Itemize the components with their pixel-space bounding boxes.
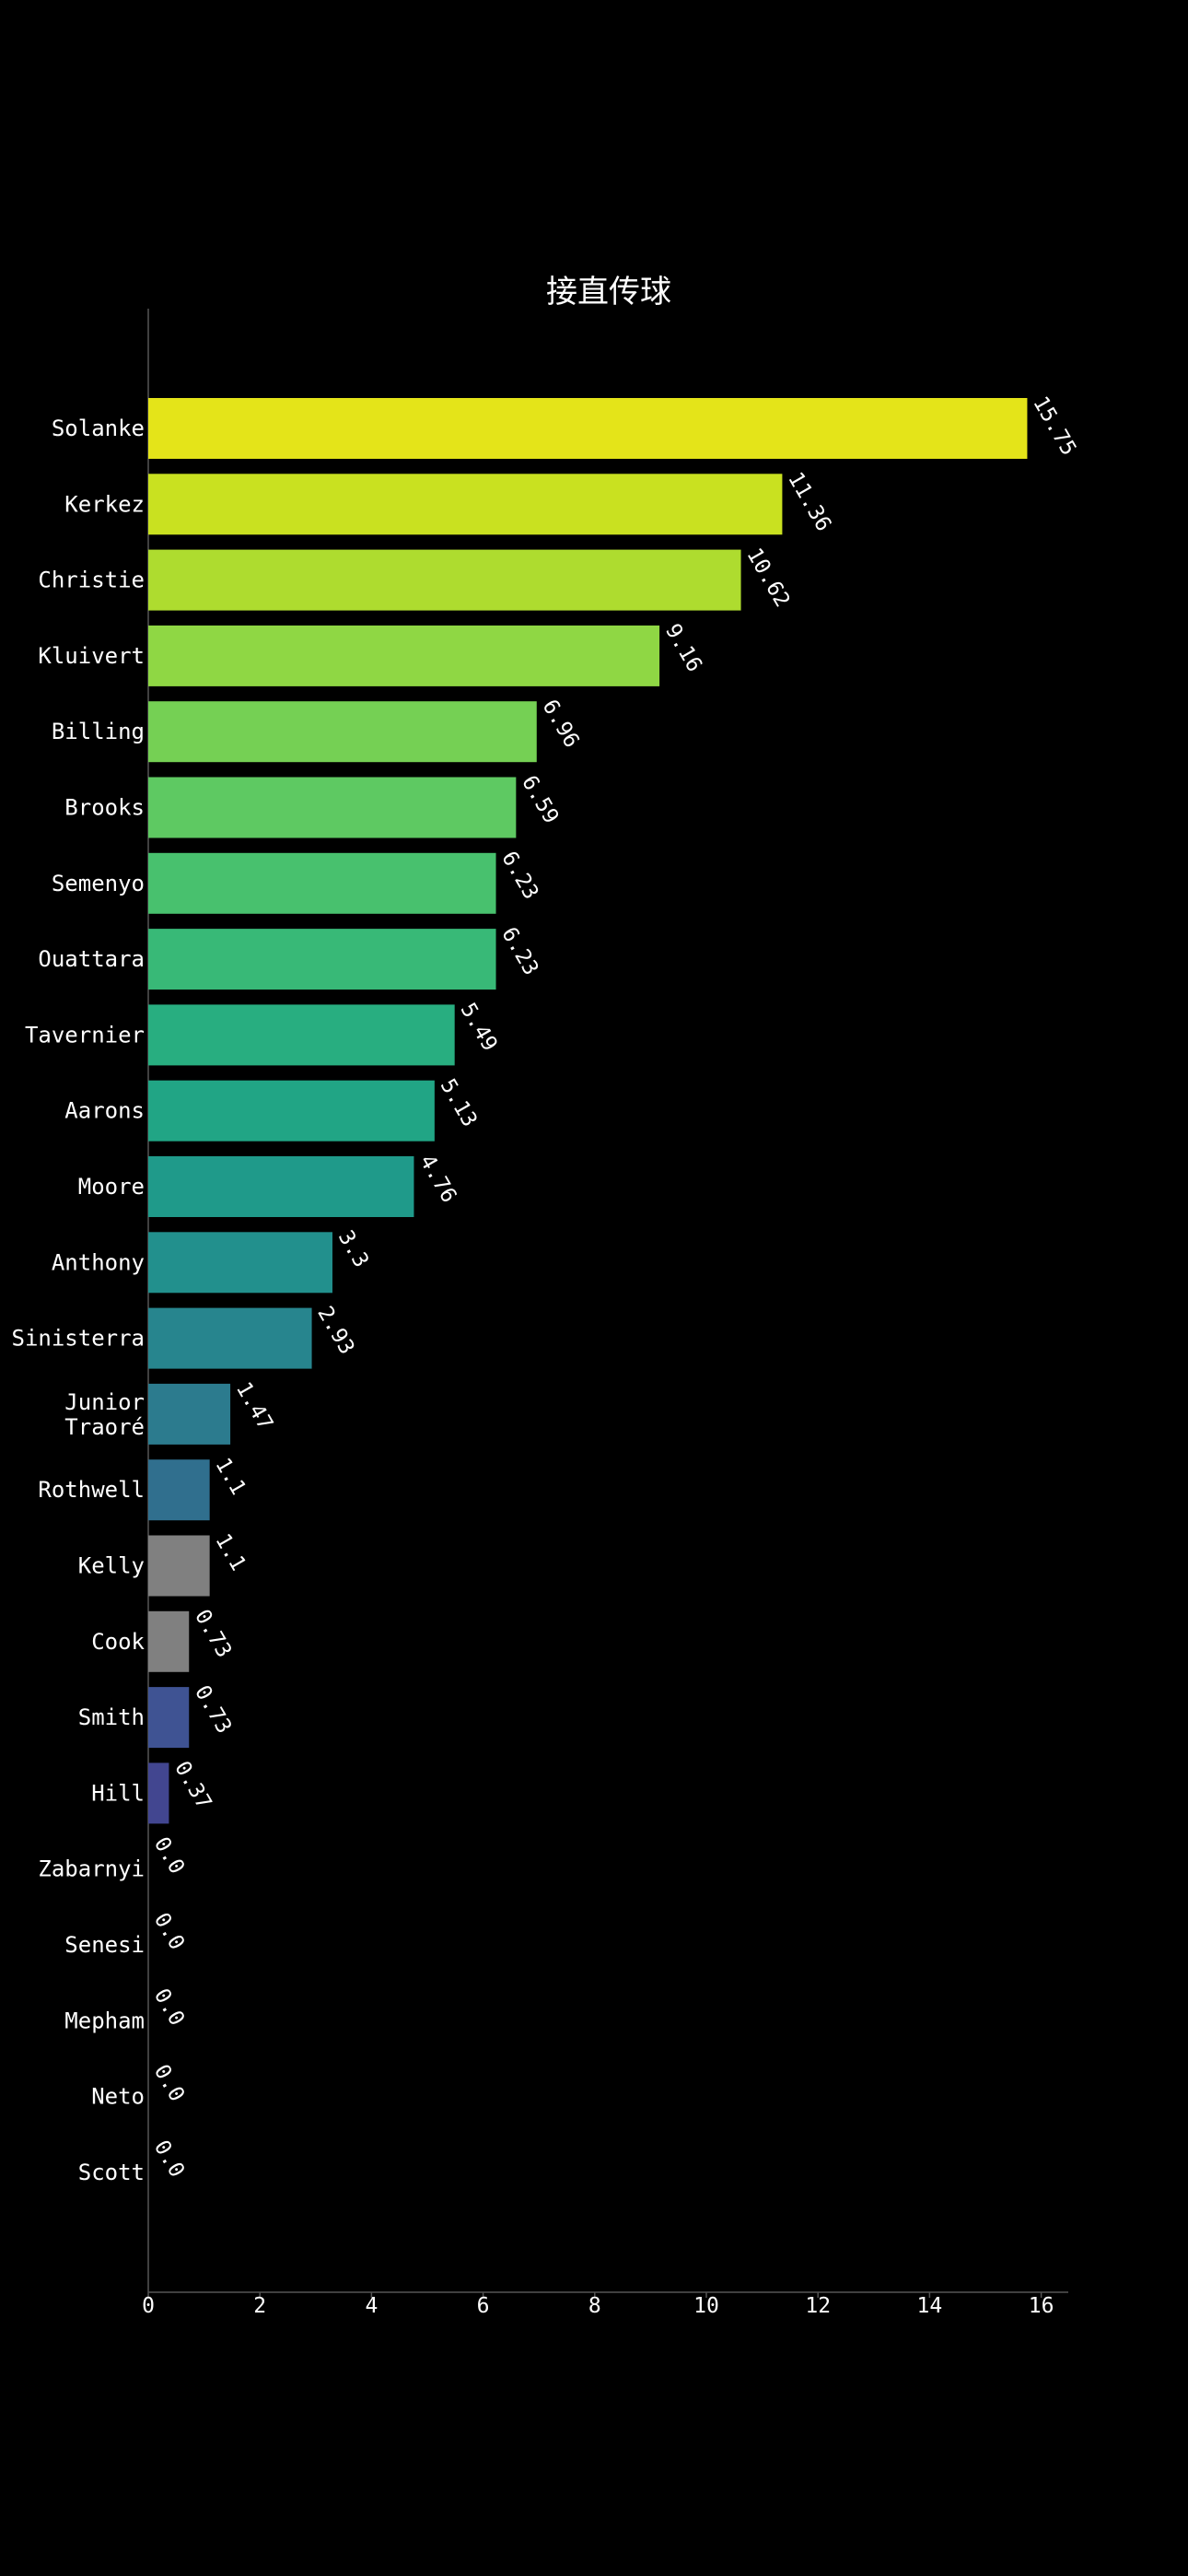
value-label: 15.75 <box>1028 392 1080 460</box>
bar <box>148 549 741 611</box>
category-label: Smith <box>78 1704 145 1730</box>
value-label: 1.1 <box>210 1454 250 1499</box>
category-label: Ouattara <box>38 946 145 972</box>
value-label: 0.37 <box>169 1757 215 1813</box>
value-label: 0.0 <box>149 1909 189 1954</box>
bar <box>148 1307 312 1369</box>
category-label: Cook <box>91 1629 145 1655</box>
category-label: Hill <box>91 1780 145 1806</box>
category-label: Moore <box>78 1174 145 1200</box>
bar <box>148 1687 190 1749</box>
value-label: 2.93 <box>312 1303 358 1359</box>
category-label: Tavernier <box>25 1022 145 1048</box>
category-label: Senesi <box>64 1932 145 1958</box>
category-label: Rothwell <box>38 1477 145 1503</box>
x-tick-label: 4 <box>365 2294 378 2318</box>
category-label: Scott <box>78 2160 145 2185</box>
category-label: Aarons <box>64 1098 145 1124</box>
category-label: Kelly <box>78 1553 145 1579</box>
bar <box>148 1232 332 1294</box>
bar <box>148 777 517 838</box>
bar <box>148 852 496 914</box>
value-label: 11.36 <box>783 468 835 535</box>
value-label: 3.3 <box>333 1226 373 1271</box>
bar <box>148 398 1028 459</box>
value-label: 9.16 <box>660 620 706 676</box>
value-label: 1.47 <box>231 1378 277 1434</box>
category-label: Kerkez <box>64 491 145 517</box>
bars-group <box>148 398 1028 1824</box>
category-label: Zabarnyi <box>38 1856 145 1882</box>
x-tick-label: 0 <box>142 2294 155 2318</box>
value-label: 0.73 <box>190 1606 236 1662</box>
bar <box>148 1383 231 1445</box>
category-labels-group: Solanke Kerkez Christie Kluivert Billing Broo… <box>12 416 146 2185</box>
bar <box>148 1610 190 1672</box>
x-tick-label: 16 <box>1029 2294 1054 2318</box>
value-label: 6.23 <box>496 923 542 979</box>
category-label: Christie <box>38 568 145 593</box>
value-label: 0.0 <box>149 2137 189 2182</box>
x-tick-label: 8 <box>588 2294 601 2318</box>
value-label: 10.62 <box>741 544 794 612</box>
x-tick-label: 6 <box>477 2294 490 2318</box>
value-label: 0.0 <box>149 1985 189 2030</box>
bar <box>148 1004 455 1066</box>
bar <box>148 929 496 990</box>
value-label: 0.0 <box>149 2061 189 2106</box>
category-label: Junior Traoré <box>64 1389 145 1440</box>
x-tick-label: 2 <box>253 2294 266 2318</box>
x-ticks-group: 0 2 4 6 8 10 12 14 16 <box>142 2292 1054 2318</box>
bar <box>148 474 783 535</box>
bar <box>148 1080 435 1142</box>
bar <box>148 701 537 763</box>
x-tick-label: 10 <box>693 2294 719 2318</box>
category-label: Anthony <box>52 1249 145 1275</box>
value-label: 1.1 <box>210 1530 250 1575</box>
category-label: Kluivert <box>38 643 145 669</box>
x-tick-label: 14 <box>917 2294 943 2318</box>
category-label: Brooks <box>64 795 145 821</box>
value-label: 6.96 <box>538 696 584 752</box>
chart-title: 接直传球 <box>546 274 671 310</box>
value-label: 0.73 <box>190 1681 236 1738</box>
category-label: Sinisterra <box>12 1326 146 1352</box>
category-label: Billing <box>52 719 145 744</box>
value-label: 5.49 <box>455 999 501 1055</box>
bar <box>148 1459 210 1521</box>
value-label: 5.13 <box>436 1075 482 1131</box>
value-label: 4.76 <box>414 1151 460 1207</box>
bar <box>148 625 660 686</box>
value-label: 6.23 <box>496 848 542 904</box>
category-label: Neto <box>91 2084 145 2110</box>
bar <box>148 1156 414 1217</box>
value-label: 0.0 <box>149 1833 189 1879</box>
category-label: Mepham <box>64 2008 145 2033</box>
value-label: 6.59 <box>517 772 563 828</box>
bar <box>148 1762 169 1824</box>
category-label: Semenyo <box>52 871 145 896</box>
bar <box>148 1535 210 1597</box>
category-label: Solanke <box>52 416 145 441</box>
x-tick-label: 12 <box>805 2294 831 2318</box>
